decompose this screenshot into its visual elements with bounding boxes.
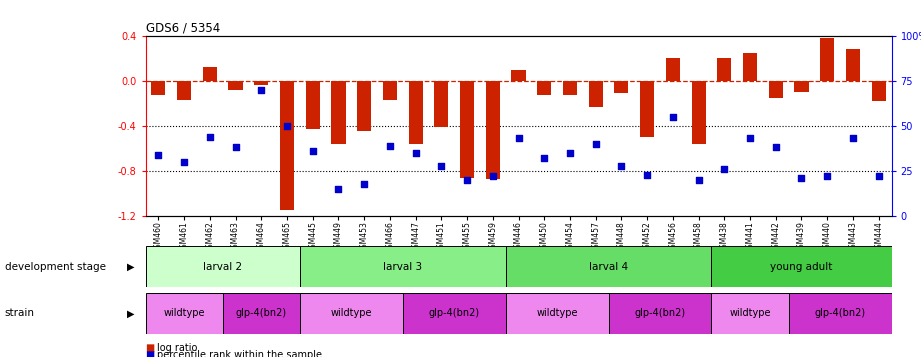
Bar	[820, 38, 834, 81]
Bar	[640, 81, 654, 137]
Text: larval 3: larval 3	[383, 262, 423, 272]
Text: wildtype: wildtype	[163, 308, 204, 318]
Bar	[228, 81, 242, 90]
FancyBboxPatch shape	[146, 293, 223, 334]
FancyBboxPatch shape	[300, 293, 402, 334]
Text: larval 4: larval 4	[589, 262, 628, 272]
FancyBboxPatch shape	[711, 293, 788, 334]
Point	[460, 177, 474, 183]
Point	[563, 150, 577, 156]
Text: ▶: ▶	[127, 262, 134, 272]
Point	[151, 152, 166, 157]
Bar	[409, 81, 423, 144]
Point	[640, 172, 655, 177]
Bar	[485, 81, 500, 179]
Text: percentile rank within the sample: percentile rank within the sample	[157, 350, 322, 357]
Bar	[743, 52, 757, 81]
Text: glp-4(bn2): glp-4(bn2)	[635, 308, 685, 318]
Bar	[563, 81, 577, 95]
Point	[871, 174, 886, 179]
Bar	[795, 81, 809, 92]
Bar	[717, 58, 731, 81]
Point	[589, 141, 603, 147]
Bar	[537, 81, 552, 95]
Bar	[254, 81, 268, 85]
Text: glp-4(bn2): glp-4(bn2)	[236, 308, 286, 318]
Text: ▶: ▶	[127, 308, 134, 318]
Bar	[666, 58, 680, 81]
Point	[306, 148, 321, 154]
Point	[254, 87, 269, 93]
Bar	[332, 81, 345, 144]
Bar	[614, 81, 628, 93]
FancyBboxPatch shape	[223, 293, 300, 334]
Bar	[871, 81, 886, 101]
Bar	[460, 81, 474, 178]
Bar	[151, 81, 166, 95]
Bar	[357, 81, 371, 131]
Text: glp-4(bn2): glp-4(bn2)	[814, 308, 866, 318]
Text: young adult: young adult	[770, 262, 833, 272]
Point	[794, 175, 809, 181]
FancyBboxPatch shape	[300, 246, 506, 287]
Point	[692, 177, 706, 183]
Bar	[306, 81, 320, 129]
Bar	[692, 81, 705, 144]
Point	[485, 174, 500, 179]
Bar	[435, 81, 449, 127]
Text: ■: ■	[146, 343, 155, 353]
Point	[203, 134, 217, 140]
FancyBboxPatch shape	[402, 293, 506, 334]
Text: strain: strain	[5, 308, 35, 318]
Point	[768, 145, 783, 150]
Point	[356, 181, 371, 186]
Bar	[845, 49, 860, 81]
Point	[666, 114, 681, 120]
FancyBboxPatch shape	[711, 246, 892, 287]
Text: larval 2: larval 2	[204, 262, 242, 272]
Point	[717, 166, 731, 172]
Point	[408, 150, 423, 156]
FancyBboxPatch shape	[506, 246, 711, 287]
Text: log ratio: log ratio	[157, 343, 198, 353]
Bar	[280, 81, 294, 210]
Point	[434, 163, 449, 169]
Point	[331, 186, 345, 192]
Point	[845, 136, 860, 141]
Point	[511, 136, 526, 141]
Point	[820, 174, 834, 179]
Bar	[511, 70, 526, 81]
FancyBboxPatch shape	[788, 293, 892, 334]
Text: GDS6 / 5354: GDS6 / 5354	[146, 21, 220, 35]
Text: wildtype: wildtype	[536, 308, 577, 318]
Point	[614, 163, 629, 169]
Point	[537, 155, 552, 161]
Text: ■: ■	[146, 350, 155, 357]
FancyBboxPatch shape	[506, 293, 609, 334]
FancyBboxPatch shape	[609, 293, 711, 334]
Bar	[589, 81, 602, 107]
Point	[177, 159, 192, 165]
FancyBboxPatch shape	[146, 246, 300, 287]
Point	[280, 123, 295, 129]
Point	[382, 143, 397, 149]
Text: glp-4(bn2): glp-4(bn2)	[428, 308, 480, 318]
Bar	[203, 67, 217, 81]
Bar	[383, 81, 397, 100]
Point	[742, 136, 757, 141]
Text: wildtype: wildtype	[331, 308, 372, 318]
Text: wildtype: wildtype	[729, 308, 771, 318]
Point	[228, 145, 243, 150]
Bar	[769, 81, 783, 98]
Bar	[177, 81, 192, 100]
Text: development stage: development stage	[5, 262, 106, 272]
